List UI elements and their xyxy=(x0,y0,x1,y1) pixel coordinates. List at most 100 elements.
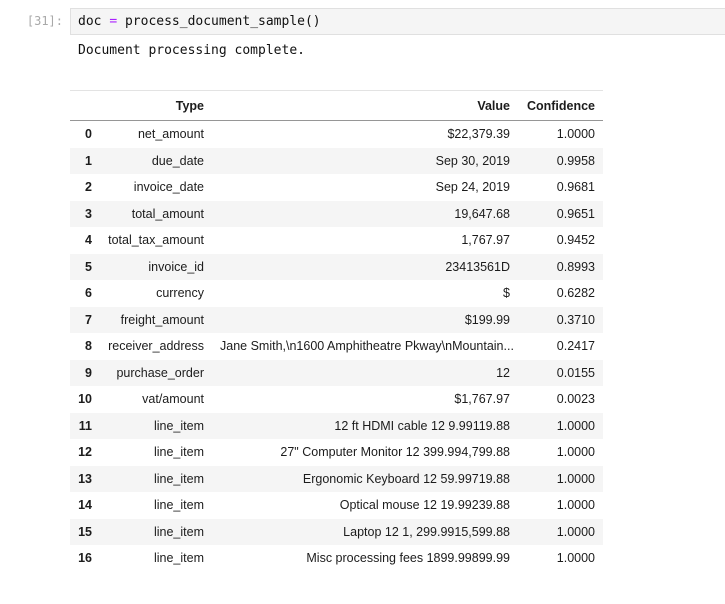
table-row: 16 line_item Misc processing fees 1899.998… xyxy=(70,545,603,572)
cell-value: 27" Computer Monitor 12 399.994,799.88 xyxy=(280,445,510,459)
cell-confidence: 1.0000 xyxy=(556,445,595,459)
table-row: 5 invoice_id 23413561D 0.8993 xyxy=(70,253,603,280)
cell-confidence: 0.9681 xyxy=(556,180,595,194)
cell-type: line_item xyxy=(153,551,204,565)
cell-type: invoice_id xyxy=(148,259,204,274)
table-row: 15 line_item Laptop 12 1, 299.9915,599.88 1… xyxy=(70,518,603,545)
cell-value: 12 xyxy=(496,365,510,380)
cell-confidence: 1.0000 xyxy=(556,551,595,565)
header-value: Value xyxy=(212,90,518,121)
table-row: 8 receiver_address Jane Smith,\n1600 Amphi… xyxy=(70,333,603,360)
cell-value: Laptop 12 1, 299.9915,599.88 xyxy=(343,524,510,539)
cell-type: total_amount xyxy=(131,206,204,221)
cell-confidence: 0.9958 xyxy=(556,153,595,168)
cell-value: Jane Smith,\n1600 Amphitheatre Pkway\nMo… xyxy=(220,339,514,353)
cell-type: invoice_date xyxy=(133,180,204,194)
header-index xyxy=(70,90,100,121)
cell-type: currency xyxy=(156,286,204,300)
cell-value: $199.99 xyxy=(464,312,510,327)
cell-value: 1,767.97 xyxy=(461,233,510,247)
cell-value: $ xyxy=(503,286,510,300)
cell-confidence: 0.3710 xyxy=(556,312,595,327)
table-row: 14 line_item Optical mouse 12 19.99239.88 1… xyxy=(70,492,603,519)
cell-type: line_item xyxy=(153,471,204,486)
cell-value: Optical mouse 12 19.99239.88 xyxy=(339,498,510,512)
cell-value: Sep 30, 2019 xyxy=(435,153,510,168)
table-row: 6 currency $0.6282 xyxy=(70,280,603,307)
cell-confidence: 0.9651 xyxy=(556,206,595,221)
table-row: 1 due_date Sep 30, 2019 0.9958 xyxy=(70,147,603,174)
table-row: 7 freight_amount $199.99 0.3710 xyxy=(70,306,603,333)
cell-value: $1,767.97 xyxy=(454,392,510,406)
row-index: 12 xyxy=(78,445,92,459)
cell-confidence: 1.0000 xyxy=(556,418,595,433)
cell-confidence: 0.9452 xyxy=(556,233,595,247)
row-index: 16 xyxy=(78,551,92,565)
cell-value: 19,647.68 xyxy=(454,206,510,221)
table-row: 2 invoice_date Sep 24, 2019 0.9681 xyxy=(70,174,603,201)
header-confidence: Confidence xyxy=(518,90,603,121)
cell-type: line_item xyxy=(153,418,204,433)
entities-table-body: 0 net_amount $22,379.39 1.0000 1 due_date Sep … xyxy=(70,120,603,572)
cell-type: due_date xyxy=(151,153,204,168)
table-row: 11 line_item 12 ft HDMI cable 12 9.99119.8… xyxy=(70,412,603,439)
cell-confidence: 1.0000 xyxy=(556,127,595,141)
row-index: 7 xyxy=(85,312,92,327)
row-index: 8 xyxy=(85,339,92,353)
cell-confidence: 1.0000 xyxy=(556,471,595,486)
code-cell-input[interactable]: doc = process_document_sample() xyxy=(70,8,725,35)
cell-type: line_item xyxy=(153,498,204,512)
cell-type: line_item xyxy=(153,445,204,459)
row-index: 1 xyxy=(85,153,92,168)
cell-value: 12 ft HDMI cable 12 9.99119.88 xyxy=(334,418,510,433)
header-type: Type xyxy=(100,90,212,121)
row-index: 13 xyxy=(78,471,92,486)
row-index: 15 xyxy=(78,524,92,539)
table-row: 13 line_item Ergonomic Keyboard 12 59.9971… xyxy=(70,465,603,492)
cell-type: line_item xyxy=(153,524,204,539)
execution-count-prompt: [31]: xyxy=(26,14,63,28)
stdout-output-text: Document processing complete. xyxy=(78,43,305,58)
row-index: 3 xyxy=(85,206,92,221)
cell-type: purchase_order xyxy=(116,365,204,380)
cell-confidence: 1.0000 xyxy=(556,524,595,539)
cell-confidence: 0.6282 xyxy=(556,286,595,300)
code-token-function-call: process_document_sample() xyxy=(117,14,321,29)
cell-confidence: 0.2417 xyxy=(556,339,595,353)
row-index: 6 xyxy=(85,286,92,300)
row-index: 2 xyxy=(85,180,92,194)
code-line: doc = process_document_sample() xyxy=(71,14,321,29)
cell-confidence: 0.0155 xyxy=(556,365,595,380)
entities-table-head: Type Value Confidence xyxy=(70,90,603,121)
row-index: 14 xyxy=(78,498,92,512)
code-token-variable: doc xyxy=(78,14,110,29)
table-row: 12 line_item 27" Computer Monitor 12 399.9… xyxy=(70,439,603,466)
cell-value: Misc processing fees 1899.99899.99 xyxy=(306,551,510,565)
row-index: 10 xyxy=(78,392,92,406)
table-row: 3 total_amount 19,647.68 0.9651 xyxy=(70,200,603,227)
cell-value: $22,379.39 xyxy=(447,127,510,141)
row-index: 11 xyxy=(78,418,92,433)
cell-type: freight_amount xyxy=(120,312,204,327)
table-row: 0 net_amount $22,379.39 1.0000 xyxy=(70,120,603,148)
cell-value: Sep 24, 2019 xyxy=(435,180,510,194)
row-index: 4 xyxy=(85,233,92,247)
cell-type: net_amount xyxy=(137,127,204,141)
cell-type: vat/amount xyxy=(142,392,204,406)
code-token-operator: = xyxy=(109,14,118,29)
row-index: 9 xyxy=(85,365,92,380)
table-row: 9 purchase_order 12 0.0155 xyxy=(70,359,603,386)
table-row: 4 total_tax_amount 1,767.97 0.9452 xyxy=(70,227,603,254)
cell-confidence: 0.8993 xyxy=(556,259,595,274)
row-index: 0 xyxy=(85,127,92,141)
table-row: 10 vat/amount $1,767.97 0.0023 xyxy=(70,386,603,413)
header-row: Type Value Confidence xyxy=(70,90,603,121)
cell-value: Ergonomic Keyboard 12 59.99719.88 xyxy=(302,471,510,486)
cell-type: receiver_address xyxy=(108,339,204,353)
dataframe-output: Type Value Confidence 0 net_amount $22,379… xyxy=(70,90,603,572)
cell-confidence: 0.0023 xyxy=(556,392,595,406)
cell-type: total_tax_amount xyxy=(108,233,204,247)
cell-confidence: 1.0000 xyxy=(556,498,595,512)
entities-table: Type Value Confidence 0 net_amount $22,379… xyxy=(70,90,603,572)
